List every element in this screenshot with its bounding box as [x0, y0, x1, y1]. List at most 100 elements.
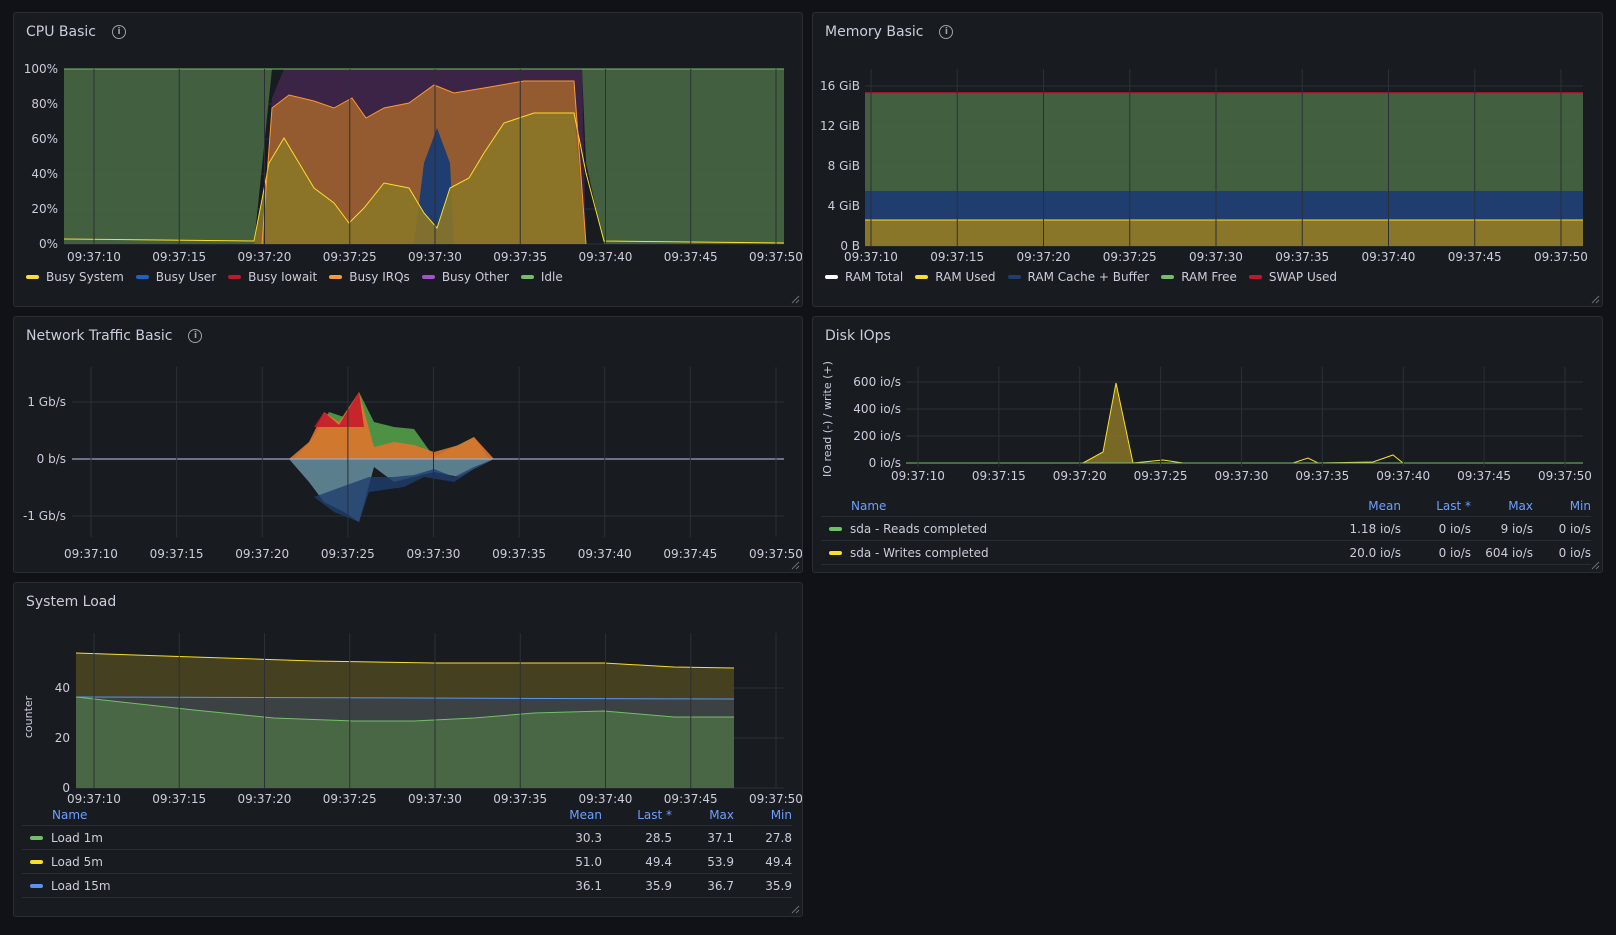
cell-max: 9 io/s: [1500, 521, 1533, 536]
legend-label: Busy System: [46, 270, 124, 284]
legend-item[interactable]: Busy Other: [421, 270, 509, 284]
system-load-panel: System Load counter 40 20 0 09:37:10 09:37:…: [13, 582, 803, 917]
load-5m-line: [75, 652, 735, 669]
legend-label: Busy User: [155, 270, 217, 284]
x-tick-label: 09:37:10: [67, 250, 121, 264]
y-tick-label: 200 io/s: [853, 429, 901, 443]
legend-swatch: [825, 275, 838, 279]
series-name: sda - Reads completed: [850, 521, 988, 536]
cell-mean: 1.18 io/s: [1349, 521, 1401, 536]
y-tick-label: -1 Gb/s: [23, 509, 66, 523]
x-tick-label: 09:37:50: [1538, 469, 1592, 483]
header-max[interactable]: Max: [1508, 499, 1533, 513]
legend-item[interactable]: Busy Iowait: [228, 270, 317, 284]
x-tick-label: 09:37:25: [1103, 250, 1157, 264]
legend-label: Busy IRQs: [349, 270, 410, 284]
resize-handle-icon[interactable]: [791, 295, 800, 304]
legend-item[interactable]: Busy IRQs: [329, 270, 410, 284]
legend-swatch: [30, 859, 43, 864]
x-tick-label: 09:37:15: [930, 250, 984, 264]
y-tick-label: 100%: [24, 62, 58, 76]
header-mean[interactable]: Mean: [569, 808, 602, 822]
resize-handle-icon[interactable]: [791, 561, 800, 570]
x-tick-label: 09:37:30: [1189, 250, 1243, 264]
legend-swatch: [829, 550, 842, 555]
header-max[interactable]: Max: [709, 808, 734, 822]
x-tick-label: 09:37:10: [891, 469, 945, 483]
panel-title: Network Traffic Basic i: [26, 328, 203, 344]
legend-item[interactable]: Busy System: [26, 270, 124, 284]
header-last[interactable]: Last *: [637, 808, 672, 822]
resize-handle-icon[interactable]: [1591, 295, 1600, 304]
legend-item[interactable]: SWAP Used: [1248, 270, 1338, 284]
panel-title: Memory Basic i: [825, 24, 954, 40]
memory-x-ticks: 09:37:10 09:37:15 09:37:20 09:37:25 09:37:30…: [844, 69, 1588, 264]
y-tick-label: 0 B: [840, 239, 860, 253]
cpu-x-ticks: 09:37:10 09:37:15 09:37:20 09:37:25 09:37:30…: [67, 69, 802, 264]
cell-min: 35.9: [765, 878, 792, 893]
legend-item[interactable]: RAM Total: [825, 270, 903, 284]
network-y-ticks: 1 Gb/s 0 b/s -1 Gb/s: [23, 395, 66, 523]
x-tick-label: 09:37:35: [1295, 469, 1349, 483]
cell-min: 27.8: [765, 830, 792, 845]
memory-legend: RAM Total RAM Used RAM Cache + Buffer RAM F…: [825, 270, 1337, 284]
x-tick-label: 09:37:35: [493, 792, 547, 806]
header-min[interactable]: Min: [770, 808, 792, 822]
header-mean[interactable]: Mean: [1368, 499, 1401, 513]
header-name[interactable]: Name: [52, 808, 88, 822]
legend-swatch: [421, 275, 435, 279]
x-tick-label: 09:37:15: [152, 250, 206, 264]
network-receive-orange: [289, 392, 494, 459]
legend-label: SWAP Used: [1268, 270, 1338, 284]
memory-title: Memory Basic: [825, 24, 924, 40]
load-y-axis-label: counter: [22, 695, 35, 738]
legend-item[interactable]: RAM Used: [915, 270, 996, 284]
x-tick-label: 09:37:25: [323, 792, 377, 806]
cell-last: 35.9: [645, 878, 672, 893]
resize-handle-icon[interactable]: [1591, 561, 1600, 570]
network-transmit-dark: [314, 459, 494, 522]
load-legend-table: Name Mean Last * Max Min Load 1m 30.3 28.5 37.1 2…: [22, 805, 792, 898]
legend-item[interactable]: RAM Free: [1161, 270, 1237, 284]
load-15m-line: [75, 696, 735, 700]
legend-label: Busy Iowait: [248, 270, 318, 284]
header-min[interactable]: Min: [1569, 499, 1591, 513]
x-tick-label: 09:37:30: [408, 250, 462, 264]
header-last[interactable]: Last *: [1436, 499, 1471, 513]
disk-x-ticks: 09:37:10 09:37:15 09:37:20 09:37:25 09:37:30…: [891, 367, 1592, 483]
legend-table-header: Name Mean Last * Max Min: [22, 805, 792, 826]
x-tick-label: 09:37:25: [1134, 469, 1188, 483]
info-icon[interactable]: i: [111, 25, 126, 39]
memory-cache-area: [865, 191, 1583, 221]
cpu-y-ticks: 100% 80% 60% 40% 20% 0%: [24, 62, 58, 251]
disk-y-axis-label: IO read (-) / write (+): [821, 361, 834, 477]
cell-mean: 36.1: [575, 878, 602, 893]
x-tick-label: 09:37:45: [663, 547, 717, 561]
x-tick-label: 09:37:35: [493, 250, 547, 264]
disk-grid: [906, 381, 1583, 464]
y-tick-label: 4 GiB: [828, 199, 860, 213]
resize-handle-icon[interactable]: [791, 905, 800, 914]
x-tick-label: 09:37:45: [1448, 250, 1502, 264]
legend-item[interactable]: RAM Cache + Buffer: [1007, 270, 1149, 284]
legend-item[interactable]: Idle: [520, 270, 563, 284]
legend-item[interactable]: Busy User: [135, 270, 217, 284]
legend-table-row[interactable]: Load 5m 51.0 49.4 53.9 49.4: [22, 850, 792, 874]
x-tick-label: 09:37:10: [67, 792, 121, 806]
legend-swatch: [1248, 275, 1262, 279]
legend-table-row[interactable]: sda - Reads completed 1.18 io/s 0 io/s 9 io…: [821, 517, 1591, 541]
panel-title: System Load: [26, 594, 116, 610]
y-tick-label: 60%: [31, 132, 58, 146]
legend-table-row[interactable]: sda - Writes completed 20.0 io/s 0 io/s 604…: [821, 541, 1591, 565]
header-name[interactable]: Name: [851, 499, 887, 513]
info-icon[interactable]: i: [939, 25, 954, 39]
legend-swatch: [135, 275, 149, 279]
x-tick-label: 09:37:40: [578, 547, 632, 561]
legend-table-row[interactable]: Load 15m 36.1 35.9 36.7 35.9: [22, 874, 792, 898]
legend-table-row[interactable]: Load 1m 30.3 28.5 37.1 27.8: [22, 826, 792, 850]
info-icon[interactable]: i: [188, 329, 203, 343]
legend-swatch: [829, 526, 842, 531]
x-tick-label: 09:37:40: [579, 250, 633, 264]
